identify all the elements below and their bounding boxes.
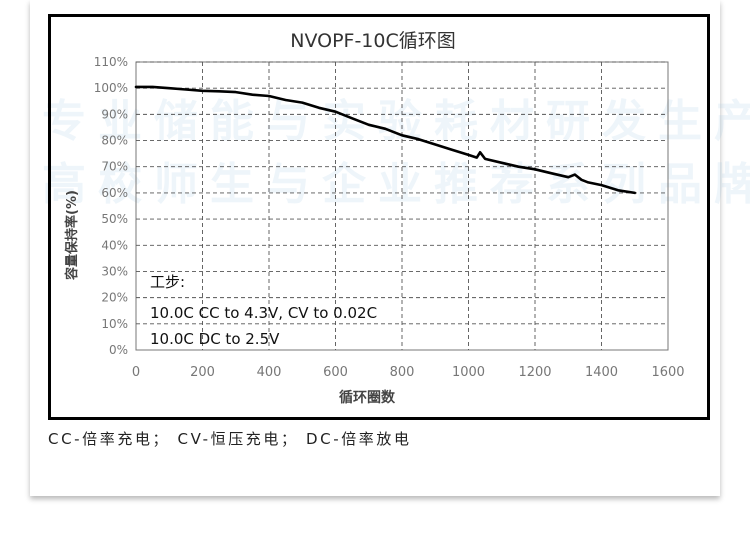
y-tick-label-50: 50%: [101, 212, 128, 226]
chart-frame: 0 200 400 600 800 1000 1200 1400 1600 0% 10% 20% 30…: [48, 14, 710, 420]
x-tick-label-1400: 1400: [585, 365, 618, 380]
cycle-chart: 0 200 400 600 800 1000 1200 1400 1600 0% 10% 20% 30…: [64, 30, 685, 406]
y-tick-label-90: 90%: [101, 107, 128, 121]
y-tick-label-100: 100%: [94, 81, 128, 95]
y-tick-label-40: 40%: [101, 238, 128, 252]
x-tick-label-1200: 1200: [518, 365, 551, 380]
y-tick-label-70: 70%: [101, 160, 128, 174]
content-card: [30, 0, 720, 496]
chart-title: NVOPF-10C循环图: [290, 30, 456, 52]
y-tick-label-20: 20%: [101, 291, 128, 305]
x-tick-label-1000: 1000: [452, 365, 485, 380]
y-tick-label-0: 0%: [109, 343, 128, 357]
y-tick-label-110: 110%: [94, 55, 128, 69]
x-axis-ticks: 0 200 400 600 800 1000 1200 1400 1600: [132, 365, 685, 380]
annotation-line-1: 工步:: [150, 273, 185, 291]
y-tick-label-60: 60%: [101, 186, 128, 200]
x-tick-label-400: 400: [257, 365, 282, 380]
x-tick-label-200: 200: [190, 365, 215, 380]
annotation-line-3: 10.0C DC to 2.5V: [150, 330, 280, 348]
grid-lines: [136, 61, 668, 350]
y-tick-label-80: 80%: [101, 134, 128, 148]
x-axis-label: 循环圈数: [339, 389, 396, 406]
series-layer: [134, 85, 637, 195]
x-tick-label-0: 0: [132, 365, 140, 380]
series-line-0: [134, 85, 637, 195]
procedure-annotation: 工步: 10.0C CC to 4.3V, CV to 0.02C 10.0C …: [150, 273, 377, 348]
y-tick-label-10: 10%: [101, 317, 128, 331]
x-tick-label-800: 800: [390, 365, 415, 380]
y-tick-label-30: 30%: [101, 264, 128, 278]
y-axis-label: 容量保持率(%): [64, 190, 80, 281]
annotation-line-2: 10.0C CC to 4.3V, CV to 0.02C: [150, 304, 377, 322]
x-tick-label-600: 600: [323, 365, 348, 380]
x-tick-label-1600: 1600: [651, 365, 684, 380]
chart-caption: CC-倍率充电； CV-恒压充电； DC-倍率放电: [48, 430, 412, 448]
y-axis-ticks: 0% 10% 20% 30% 40% 50% 60% 70% 80% 90% 100% 110%: [94, 55, 128, 357]
